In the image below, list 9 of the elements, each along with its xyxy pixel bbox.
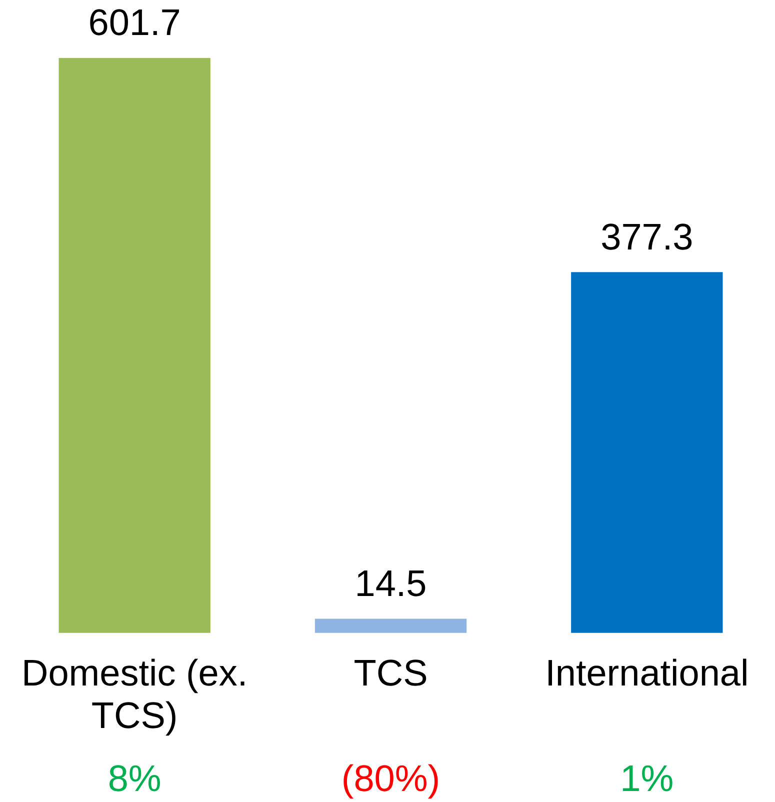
text: 1% (620, 758, 674, 800)
text: (80%) (341, 758, 440, 800)
text: 8% (108, 758, 162, 800)
x-tick-label: International (545, 652, 749, 694)
data-label: 601.7 (88, 2, 181, 44)
x-tick-label: Domestic (ex. TCS) (22, 652, 248, 736)
data-label: 377.3 (600, 216, 694, 258)
data-label: 14.5 (354, 563, 427, 604)
x-tick-label: TCS (354, 652, 428, 694)
